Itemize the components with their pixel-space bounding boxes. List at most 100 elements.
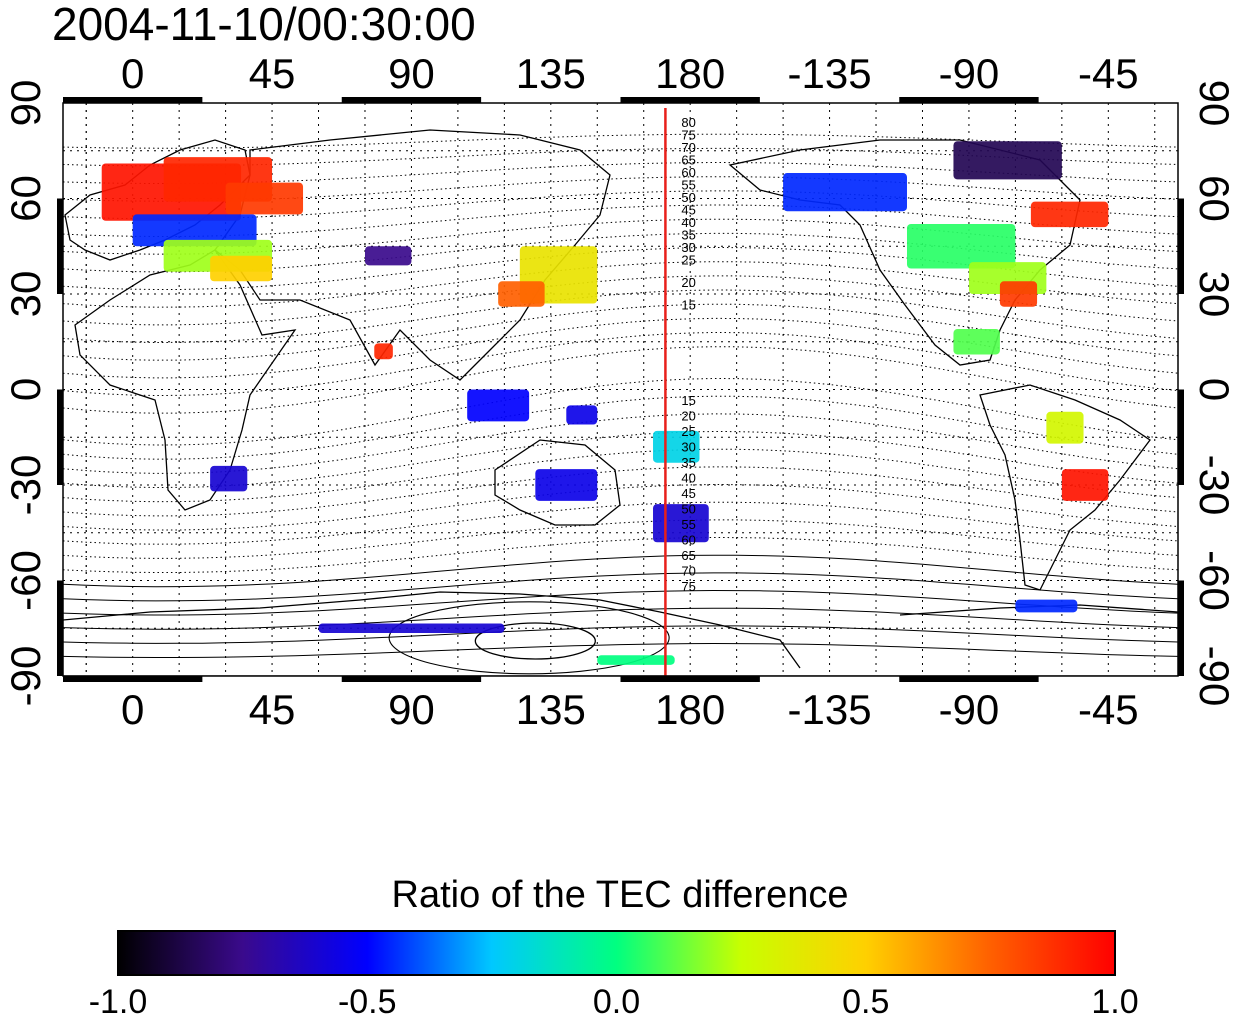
magnetic-contour <box>63 572 1178 602</box>
tick-label-bottom: 0 <box>121 686 144 733</box>
colorbar-tick-label: -0.5 <box>337 983 397 1021</box>
magnetic-contour <box>63 377 1178 446</box>
tick-label-left: 0 <box>2 378 49 401</box>
magnetic-contour <box>63 289 1178 344</box>
contour-label: 50 <box>681 190 695 205</box>
axis-tick-labels: 0 0 45 45 90 90 135 135 180 180 -135 -135 -90 -90 -45 -… <box>2 50 1238 733</box>
coastline-south-america <box>979 384 1151 591</box>
contour-label: 35 <box>681 228 695 243</box>
contour-label: 60 <box>681 533 695 548</box>
frame-bar-top <box>63 97 203 103</box>
tec-patch <box>1015 599 1078 613</box>
magnetic-contour <box>63 275 1178 326</box>
tec-patch <box>374 343 393 360</box>
tec-patch <box>535 469 598 501</box>
magnetic-pole-contour <box>474 622 596 660</box>
contour-label: 40 <box>681 471 695 486</box>
tec-patch <box>597 655 675 665</box>
tick-label-top: 90 <box>388 50 435 97</box>
colorbar-tick-label: 1.0 <box>1091 983 1139 1021</box>
contour-label: 75 <box>681 579 695 594</box>
contour-labels: 8075706560555045403530252015152025303540… <box>681 115 695 594</box>
tec-ratio-data-patches <box>101 141 1109 665</box>
magnetic-contour <box>63 133 1178 149</box>
frame-bar-left <box>57 580 63 676</box>
tick-label-top: -90 <box>939 50 1000 97</box>
magnetic-contour <box>63 642 1178 658</box>
coastline-australia <box>494 439 621 526</box>
tick-label-left: -60 <box>2 550 49 611</box>
contour-label: 70 <box>681 140 695 155</box>
magnetic-pole-contour <box>388 601 670 675</box>
tec-patch <box>953 329 1000 355</box>
colorbar-gradient <box>117 930 1116 976</box>
tec-patch <box>225 182 304 215</box>
magnetic-contour <box>63 607 1178 630</box>
contour-label: 60 <box>681 165 695 180</box>
tick-label-bottom: -45 <box>1078 686 1139 733</box>
tec-patch <box>1061 469 1109 501</box>
frame-bar-bottom <box>620 676 760 682</box>
tec-patch <box>953 141 1062 180</box>
contour-label: 55 <box>681 178 695 193</box>
tec-patch <box>1030 201 1109 228</box>
tick-label-left: -90 <box>2 646 49 707</box>
tec-patch <box>906 223 1016 269</box>
tick-label-bottom: 90 <box>388 686 435 733</box>
contour-label: 55 <box>681 517 695 532</box>
contour-label: 80 <box>681 115 695 130</box>
contour-label: 40 <box>681 215 695 230</box>
tec-patch <box>210 465 248 492</box>
contour-label: 65 <box>681 548 695 563</box>
tick-label-top: -135 <box>788 50 872 97</box>
colorbar-title: Ratio of the TEC difference <box>391 874 849 916</box>
colorbar <box>117 930 1116 976</box>
contour-label: 25 <box>681 253 695 268</box>
tec-patch <box>566 405 598 425</box>
tick-label-top: 45 <box>249 50 296 97</box>
tick-label-bottom: 180 <box>655 686 725 733</box>
tec-patch <box>210 255 273 282</box>
tec-patch <box>498 281 545 307</box>
contour-label: 45 <box>681 203 695 218</box>
magnetic-contour <box>63 554 1178 588</box>
tick-label-bottom: -135 <box>788 686 872 733</box>
tick-label-left: -30 <box>2 455 49 516</box>
tec-patch <box>999 281 1038 307</box>
contour-label: 25 <box>681 424 695 439</box>
frame-bar-right <box>1178 198 1184 294</box>
frame-bar-right <box>1178 580 1184 676</box>
tec-patch <box>364 246 412 266</box>
tick-label-bottom: -90 <box>939 686 1000 733</box>
frame-bar-bottom <box>341 676 482 682</box>
contour-label: 70 <box>681 564 695 579</box>
frame-tick-bars <box>57 97 1184 682</box>
colorbar-tick-label: 0.0 <box>592 983 641 1021</box>
contour-label: 30 <box>681 240 695 255</box>
frame-bar-left <box>57 389 63 485</box>
tick-label-left: 90 <box>2 80 49 127</box>
magnetic-contour <box>63 536 1178 573</box>
tick-label-top: 135 <box>516 50 586 97</box>
colorbar-tick-label: -1.0 <box>88 983 148 1021</box>
tec-patch <box>653 504 709 543</box>
frame-bar-top <box>899 97 1039 103</box>
tick-label-bottom: 135 <box>516 686 586 733</box>
tick-label-right: 30 <box>1191 271 1238 318</box>
magnetic-contour <box>63 448 1178 503</box>
contour-label: 15 <box>681 393 695 408</box>
tick-label-bottom: 45 <box>249 686 296 733</box>
map-timestamp-title: 2004-11-10/00:30:00 <box>52 0 476 50</box>
frame-bar-top <box>341 97 482 103</box>
tec-patch <box>783 173 907 212</box>
contour-label: 15 <box>681 298 695 313</box>
magnetic-contour <box>63 519 1178 559</box>
contour-label: 20 <box>681 275 695 290</box>
tick-label-right: -90 <box>1191 646 1238 707</box>
tec-patch <box>318 623 505 634</box>
tick-label-right: 60 <box>1191 175 1238 222</box>
frame-bar-right <box>1178 389 1184 485</box>
tec-patch <box>132 214 257 247</box>
magnetic-contour <box>63 625 1178 644</box>
tec-patch <box>467 389 530 422</box>
